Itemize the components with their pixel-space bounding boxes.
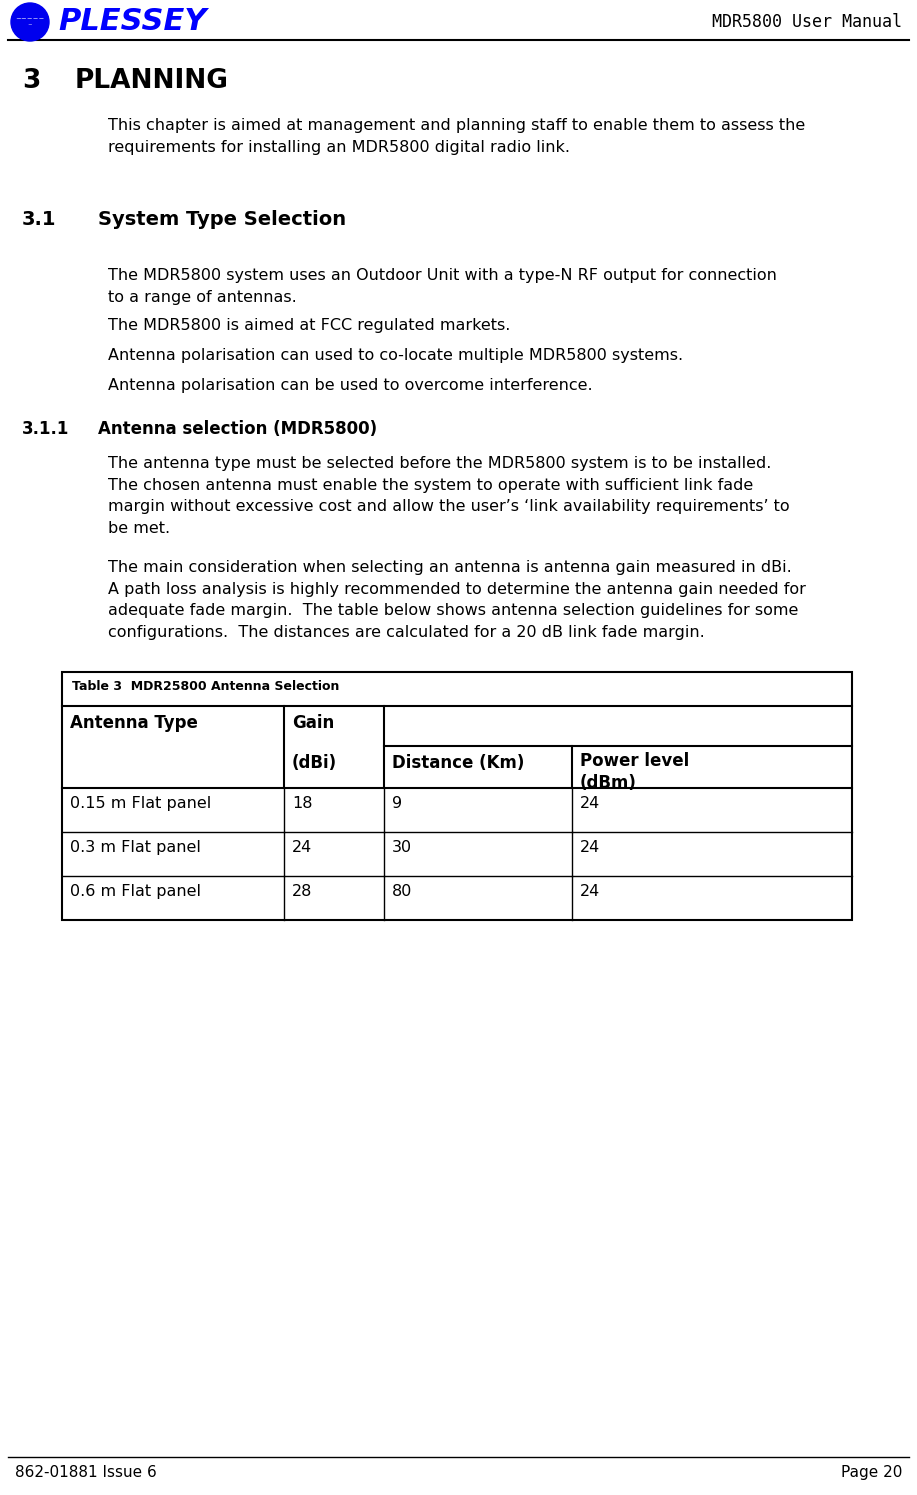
Text: 28: 28 [292, 884, 313, 898]
Text: 24: 24 [580, 884, 601, 898]
Text: Distance (Km): Distance (Km) [392, 753, 525, 771]
Text: 24: 24 [580, 840, 601, 855]
Text: 0.6 m Flat panel: 0.6 m Flat panel [70, 884, 201, 898]
Circle shape [11, 3, 49, 40]
Text: 9: 9 [392, 795, 403, 810]
Text: Table 3  MDR25800 Antenna Selection: Table 3 MDR25800 Antenna Selection [72, 680, 339, 694]
Text: 3.1: 3.1 [22, 209, 57, 229]
Text: The main consideration when selecting an antenna is antenna gain measured in dBi: The main consideration when selecting an… [108, 561, 806, 640]
Text: The antenna type must be selected before the MDR5800 system is to be installed.
: The antenna type must be selected before… [108, 456, 790, 535]
Text: 862-01881 Issue 6: 862-01881 Issue 6 [15, 1465, 157, 1480]
Text: PLANNING: PLANNING [75, 67, 229, 94]
Text: Page 20: Page 20 [841, 1465, 902, 1480]
Text: 24: 24 [292, 840, 313, 855]
Text: ~: ~ [28, 22, 32, 27]
Text: Antenna Type: Antenna Type [70, 715, 198, 733]
Text: (dBi): (dBi) [292, 753, 337, 771]
Text: 80: 80 [392, 884, 413, 898]
Text: 24: 24 [580, 795, 601, 810]
Text: Antenna selection (MDR5800): Antenna selection (MDR5800) [98, 420, 377, 438]
Text: PLESSEY: PLESSEY [58, 7, 206, 36]
Text: The MDR5800 is aimed at FCC regulated markets.: The MDR5800 is aimed at FCC regulated ma… [108, 318, 511, 333]
Text: 30: 30 [392, 840, 412, 855]
Text: Gain: Gain [292, 715, 335, 733]
Text: 0.3 m Flat panel: 0.3 m Flat panel [70, 840, 201, 855]
Text: This chapter is aimed at management and planning staff to enable them to assess : This chapter is aimed at management and … [108, 118, 805, 154]
Text: 18: 18 [292, 795, 313, 810]
Text: Antenna polarisation can used to co-locate multiple MDR5800 systems.: Antenna polarisation can used to co-loca… [108, 348, 683, 363]
Text: The MDR5800 system uses an Outdoor Unit with a type-N RF output for connection
t: The MDR5800 system uses an Outdoor Unit … [108, 268, 777, 305]
Text: System Type Selection: System Type Selection [98, 209, 346, 229]
Text: ~~~~~: ~~~~~ [16, 16, 45, 22]
Text: 3: 3 [22, 67, 40, 94]
Text: Antenna polarisation can be used to overcome interference.: Antenna polarisation can be used to over… [108, 378, 592, 393]
Text: Power level
(dBm): Power level (dBm) [580, 752, 690, 792]
Bar [62, 671, 852, 919]
Text: MDR5800 User Manual: MDR5800 User Manual [712, 13, 902, 31]
Text: 0.15 m Flat panel: 0.15 m Flat panel [70, 795, 211, 810]
Text: 3.1.1: 3.1.1 [22, 420, 70, 438]
